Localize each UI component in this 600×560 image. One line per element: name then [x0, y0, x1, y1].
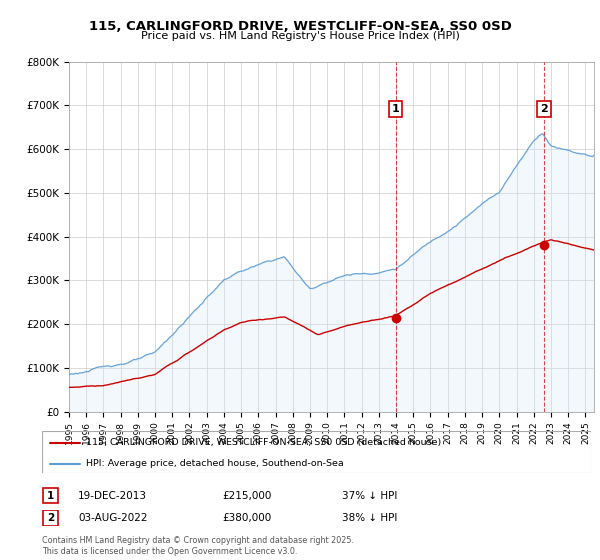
Text: 115, CARLINGFORD DRIVE, WESTCLIFF-ON-SEA, SS0 0SD: 115, CARLINGFORD DRIVE, WESTCLIFF-ON-SEA… — [89, 20, 511, 32]
Text: 03-AUG-2022: 03-AUG-2022 — [78, 513, 148, 523]
Text: 38% ↓ HPI: 38% ↓ HPI — [342, 513, 397, 523]
Text: 2: 2 — [47, 513, 54, 523]
Text: Price paid vs. HM Land Registry's House Price Index (HPI): Price paid vs. HM Land Registry's House … — [140, 31, 460, 41]
Text: £215,000: £215,000 — [222, 491, 271, 501]
Text: Contains HM Land Registry data © Crown copyright and database right 2025.
This d: Contains HM Land Registry data © Crown c… — [42, 536, 354, 556]
Text: 2: 2 — [540, 104, 548, 114]
Text: £380,000: £380,000 — [222, 513, 271, 523]
Text: 37% ↓ HPI: 37% ↓ HPI — [342, 491, 397, 501]
Text: HPI: Average price, detached house, Southend-on-Sea: HPI: Average price, detached house, Sout… — [86, 459, 344, 469]
Text: 19-DEC-2013: 19-DEC-2013 — [78, 491, 147, 501]
Text: 115, CARLINGFORD DRIVE, WESTCLIFF-ON-SEA, SS0 0SD (detached house): 115, CARLINGFORD DRIVE, WESTCLIFF-ON-SEA… — [86, 438, 441, 447]
Text: 1: 1 — [47, 491, 54, 501]
Text: 1: 1 — [392, 104, 400, 114]
